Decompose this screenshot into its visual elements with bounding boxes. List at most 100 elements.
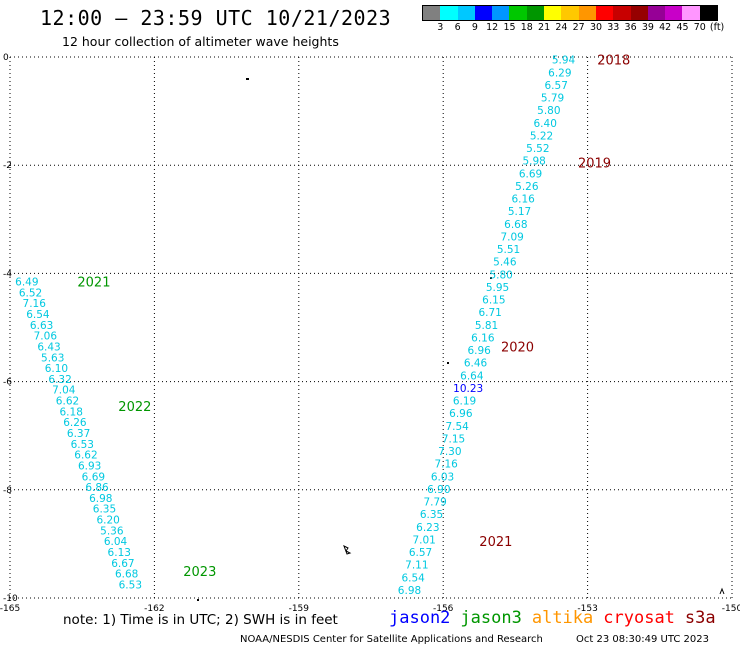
island-mark [197,599,199,601]
x-tick-label: -153 [577,604,597,614]
wave-height-label: 6.53 [119,579,142,591]
wave-height-label: 7.79 [423,497,446,509]
wave-height-label: 6.18 [60,406,83,418]
footer: NOAA/NESDIS Center for Satellite Applica… [240,634,739,645]
hour-label: 2021 [77,276,110,291]
wave-height-label: 6.57 [545,80,568,92]
wave-height-label: 7.16 [23,298,47,310]
wave-height-label: 6.86 [85,482,109,494]
wave-height-label: 6.90 [427,484,450,496]
wave-height-label: 6.96 [467,345,491,357]
wave-height-label: 7.54 [445,421,469,433]
wave-height-label: 5.17 [508,206,531,218]
satellite-s3a: s3a [684,608,716,628]
wave-height-label: 7.06 [34,331,58,343]
wave-height-label: 6.71 [478,307,501,319]
wave-height-label: 6.37 [67,428,90,440]
island-mark [343,544,352,555]
wave-height-label: 6.69 [519,168,542,180]
x-tick-label: -162 [144,604,164,614]
legend-swatch [665,6,683,20]
hour-label: 2023 [183,565,216,580]
hour-label: 2019 [578,156,611,171]
wave-height-label: 6.98 [398,585,421,597]
legend-swatch [578,6,596,20]
legend-label: 27 [572,22,585,33]
legend-swatch [544,6,562,20]
legend-label: 33 [607,22,620,33]
legend-swatch [595,6,614,20]
color-legend-labels: 3 6 9 12 15 18 21 24 27 30 33 36 39 42 45 70 (ft) [422,22,740,34]
wave-height-label: 6.16 [471,332,495,344]
hour-label: 2020 [501,340,534,355]
y-tick-label: -2 [3,161,12,171]
legend-label: 24 [555,22,568,33]
wave-height-label: 7.11 [405,560,428,572]
wave-height-label: 5.95 [486,282,509,294]
legend-label: 18 [520,22,533,33]
wave-height-label: 6.68 [115,569,138,581]
wave-height-label: 6.35 [93,504,116,516]
legend-label: 6 [454,22,461,33]
wave-height-label: 5.81 [475,320,498,332]
wave-height-label: 6.93 [78,460,101,472]
wave-height-label: 6.62 [74,450,97,462]
legend-label: 12 [486,22,499,33]
wave-height-label: 7.30 [438,446,461,458]
legend-label: 70 [693,22,706,33]
wave-height-label: 6.04 [104,536,128,548]
legend-label: 21 [538,22,551,33]
satellite-legend: jason2 jason3 altika cryosat s3a [389,608,726,628]
wave-height-label: 6.54 [26,309,50,321]
legend-swatch [561,6,579,20]
wave-height-label: 6.26 [63,417,87,429]
wave-height-label: 6.53 [71,439,94,451]
legend-label: 36 [624,22,637,33]
legend-label: 3 [437,22,444,33]
legend-swatch [613,6,631,20]
wave-height-label: 5.80 [489,269,512,281]
hour-label: 2021 [479,535,512,550]
legend-swatch [630,6,648,20]
wave-height-label: 5.63 [41,352,64,364]
wave-height-label: 6.96 [449,408,473,420]
wave-height-label: 5.26 [515,181,539,193]
island-mark [246,78,249,80]
legend-swatch [457,6,475,20]
wave-height-label: 5.94 [552,55,576,67]
wave-height-label: 5.22 [530,130,553,142]
x-tick-label: -150 [722,604,740,614]
wave-height-label: 10.23 [453,383,483,395]
wave-height-label: 7.04 [52,385,76,397]
wave-height-label: 6.46 [464,358,488,370]
legend-swatch [423,6,441,20]
wave-height-label: 6.62 [56,396,79,408]
page-title: 12:00 — 23:59 UTC 10/21/2023 [40,6,392,30]
legend-swatch [699,6,718,20]
wave-height-label: 6.03 [431,471,454,483]
hour-label: 2022 [118,400,151,415]
hour-label: 2018 [597,54,630,69]
satellite-jason2: jason2 [389,608,451,628]
wave-height-label: 6.67 [111,558,134,570]
wave-height-label: 6.32 [48,374,71,386]
y-tick-label: -6 [3,378,12,388]
y-tick-label: 0 [3,53,9,63]
wave-height-label: 6.19 [453,396,476,408]
y-tick-label: -4 [3,269,12,279]
color-legend-bar [422,5,719,21]
wave-height-label: 6.16 [511,194,535,206]
legend-label: 30 [589,22,603,33]
wave-height-label: 6.57 [409,547,432,559]
wave-height-label: 6.98 [89,493,112,505]
wave-height-label: 6.40 [534,118,557,130]
x-tick-label: -165 [0,604,20,614]
wave-height-label: 6.64 [460,370,484,382]
legend-label: 15 [503,22,516,33]
legend-swatch [440,6,458,20]
satellite-altika: altika [531,608,594,628]
wave-height-label: 6.29 [548,67,571,79]
wave-height-label: 5.51 [497,244,520,256]
wave-height-label: 6.13 [108,547,131,559]
